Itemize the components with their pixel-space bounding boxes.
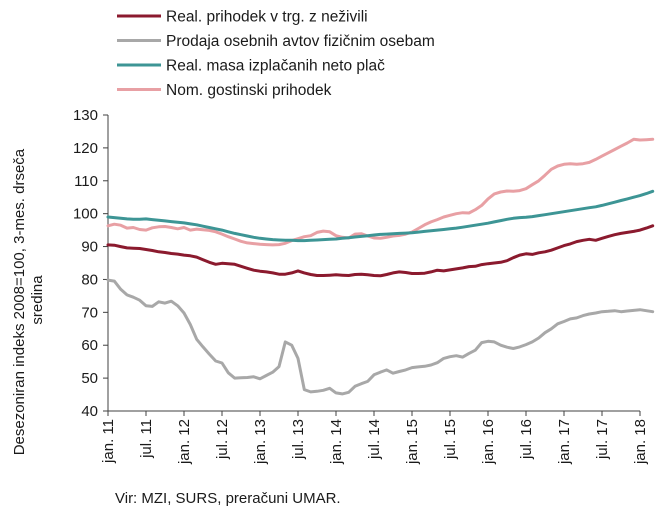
x-tick-label: jan. 17 <box>556 419 573 465</box>
series-line <box>106 278 655 396</box>
x-tick-label: jan. 15 <box>404 419 421 465</box>
y-tick-label: 70 <box>81 304 98 321</box>
x-tick-label: jul. 16 <box>518 419 535 460</box>
y-tick-label: 50 <box>81 370 98 387</box>
x-tick-label: jul. 12 <box>214 419 231 460</box>
y-tick-label: 80 <box>81 271 98 288</box>
series-line <box>106 137 655 247</box>
y-tick-label: 90 <box>81 239 98 256</box>
x-tick-label: jul. 15 <box>442 419 459 460</box>
x-tick-label: jul. 13 <box>290 419 307 460</box>
x-tick-label: jan. 13 <box>252 419 269 465</box>
y-tick-label: 100 <box>73 206 98 223</box>
series-line <box>106 189 655 243</box>
legend-label: Real. masa izplačanih neto plač <box>166 58 385 75</box>
x-tick-label: jul. 17 <box>594 419 611 460</box>
y-tick-label: 130 <box>73 107 98 124</box>
x-tick-label: jan. 18 <box>632 419 649 465</box>
y-tick-label: 120 <box>73 140 98 157</box>
y-axis-title: Desezoniran indeks 2008=100, 3-mes. drse… <box>11 145 46 456</box>
x-tick-label: jan. 14 <box>328 419 345 465</box>
legend: Real. prihodek v trg. z neživili Prodaja … <box>117 9 435 99</box>
y-tick-label: 60 <box>81 337 98 354</box>
x-tick-label: jan. 16 <box>480 419 497 465</box>
y-axis-title-line-2: sredina <box>29 275 46 325</box>
legend-label: Nom. gostinski prihodek <box>166 82 332 99</box>
y-axis: 40 50 60 70 80 90 100 110 120 130 <box>73 107 109 420</box>
x-tick-label: jan. 11 <box>100 419 117 464</box>
series-line <box>106 224 655 278</box>
source-note: Vir: MZI, SURS, preračuni UMAR. <box>115 490 341 507</box>
x-tick-label: jan. 12 <box>176 419 193 465</box>
x-tick-label: jul. 11 <box>138 419 155 459</box>
legend-label: Real. prihodek v trg. z neživili <box>166 9 368 26</box>
y-axis-title-line-1: Desezoniran indeks 2008=100, 3-mes. drse… <box>11 148 28 455</box>
y-tick-label: 110 <box>74 173 98 190</box>
x-tick-label: jul. 14 <box>366 419 383 460</box>
series-layer <box>106 137 655 396</box>
y-tick-label: 40 <box>81 403 98 420</box>
legend-label: Prodaja osebnih avtov fizičnim osebam <box>166 33 435 50</box>
x-axis: jan. 11 jul. 11 jan. 12 jul. 12 jan. 13 jul. … <box>100 410 649 465</box>
